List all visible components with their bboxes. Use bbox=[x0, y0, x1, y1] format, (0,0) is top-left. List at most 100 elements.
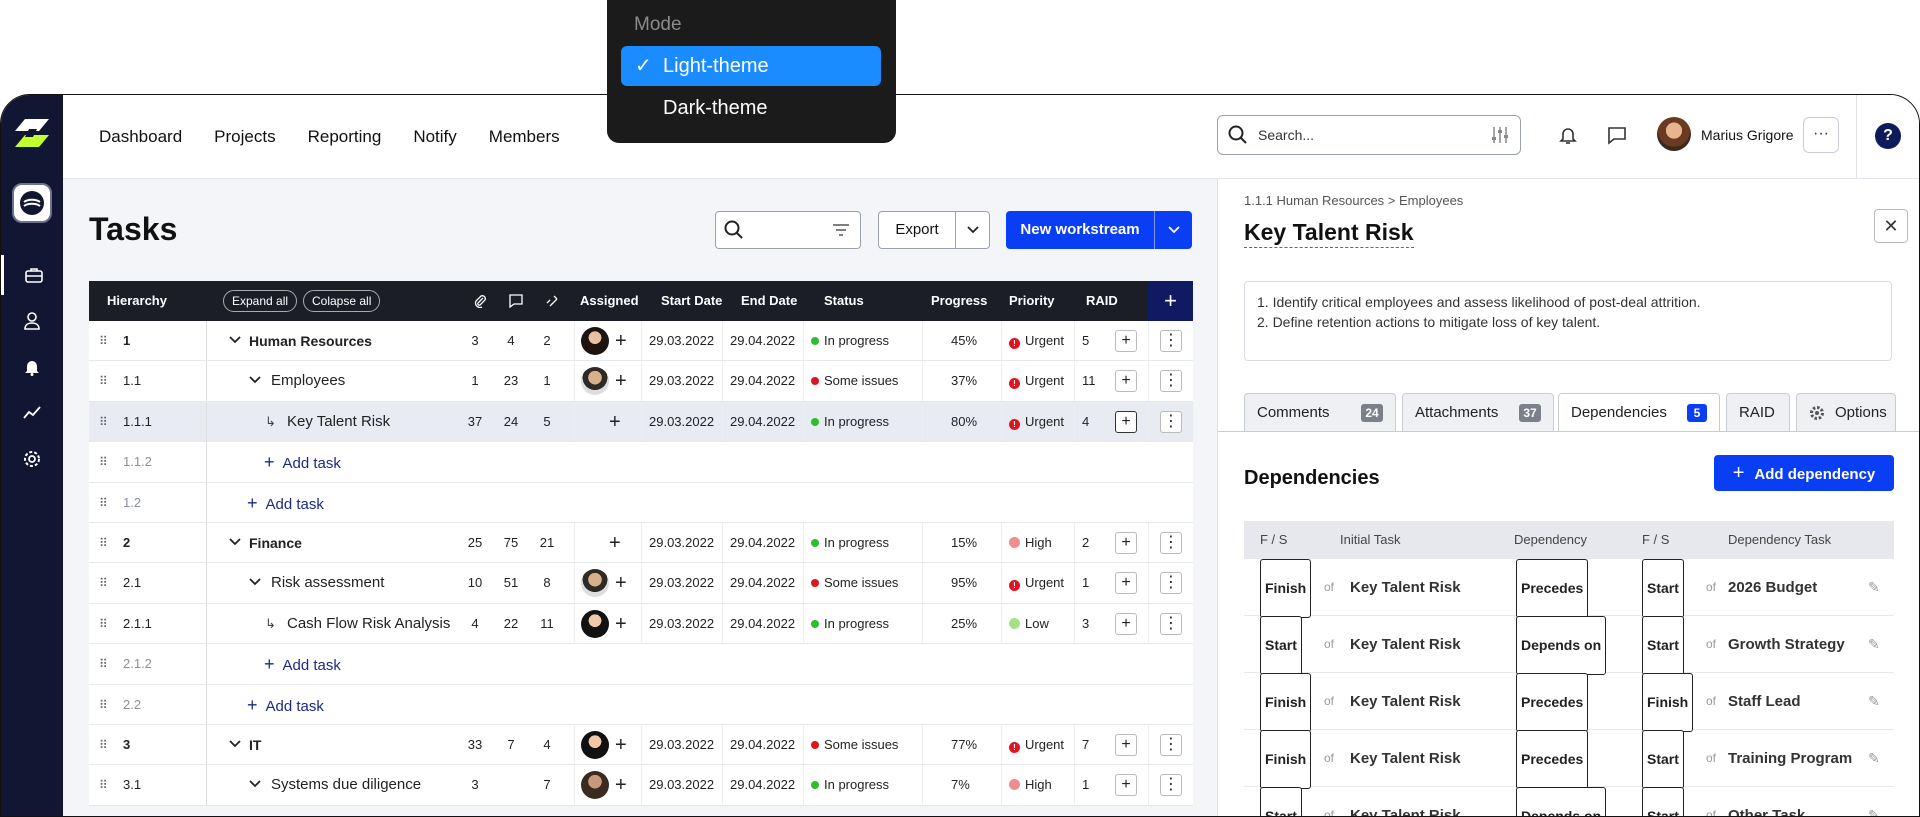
start-date[interactable]: 29.03.2022 bbox=[649, 413, 715, 429]
chevron-down-icon[interactable] bbox=[1154, 211, 1192, 249]
col-assigned[interactable]: Assigned bbox=[580, 293, 639, 308]
dependency-row[interactable]: Finish of Key Talent Risk Precedes Start of 20… bbox=[1244, 559, 1894, 618]
dependency-type-label[interactable]: Depends on bbox=[1516, 616, 1607, 675]
row-menu-button[interactable]: ⋮ bbox=[1160, 612, 1182, 635]
task-name[interactable]: Cash Flow Risk Analysis bbox=[287, 614, 451, 632]
chevron-down-icon[interactable] bbox=[249, 780, 261, 788]
help-icon[interactable]: ? bbox=[1875, 123, 1901, 149]
avatar[interactable] bbox=[1657, 117, 1691, 151]
col-progress[interactable]: Progress bbox=[931, 293, 988, 308]
drag-handle-icon[interactable]: ⠿ bbox=[99, 657, 108, 672]
status-badge[interactable]: In progress bbox=[811, 321, 889, 361]
dependency-row[interactable]: Start of Key Talent Risk Depends on Start of O… bbox=[1244, 787, 1894, 817]
drag-handle-icon[interactable]: ⠿ bbox=[99, 576, 108, 591]
chat-icon[interactable] bbox=[1607, 125, 1627, 150]
table-row[interactable]: ⠿ 1.2 + Add task bbox=[89, 482, 1193, 523]
end-date[interactable]: 29.04.2022 bbox=[730, 333, 796, 348]
fs-tag-label[interactable]: Start bbox=[1642, 787, 1684, 816]
end-date[interactable]: 29.04.2022 bbox=[730, 615, 796, 631]
col-raid[interactable]: RAID bbox=[1086, 293, 1118, 308]
priority-badge[interactable]: ! Urgent bbox=[1009, 321, 1064, 361]
fs-tag-label[interactable]: Start bbox=[1642, 559, 1684, 618]
table-row[interactable]: ⠿ 1.1.1 ↳ Key Talent Risk 37 24 5 +29.03.2022 29… bbox=[89, 401, 1193, 443]
priority-badge[interactable]: High bbox=[1009, 765, 1052, 805]
dependency-type-label[interactable]: Precedes bbox=[1516, 559, 1589, 618]
dependency-type-label[interactable]: Depends on bbox=[1516, 787, 1607, 816]
priority-badge[interactable]: Low bbox=[1009, 604, 1049, 644]
end-date[interactable]: 29.04.2022 bbox=[730, 736, 796, 752]
end-date[interactable]: 29.04.2022 bbox=[730, 413, 796, 429]
collapse-all-button[interactable]: Colapse all bbox=[303, 290, 381, 312]
global-search-input[interactable]: Search... bbox=[1217, 115, 1521, 155]
drag-handle-icon[interactable]: ⠿ bbox=[99, 374, 108, 389]
fs-tag-label[interactable]: Finish bbox=[1260, 730, 1312, 789]
dependency-task[interactable]: 2026 Budget bbox=[1728, 579, 1818, 596]
priority-badge[interactable]: ! Urgent bbox=[1009, 563, 1064, 603]
dependency-row[interactable]: Start of Key Talent Risk Depends on Start of G… bbox=[1244, 616, 1894, 675]
table-row[interactable]: ⠿ 3.1 Systems due diligence 3 7 +29.03.2022 29… bbox=[89, 765, 1193, 806]
add-subtask-button[interactable]: + bbox=[1115, 572, 1137, 595]
pencil-icon[interactable]: ✎ bbox=[1868, 750, 1880, 766]
drag-handle-icon[interactable]: ⠿ bbox=[99, 616, 108, 631]
assign-plus-icon[interactable]: + bbox=[609, 410, 621, 433]
export-button[interactable]: Export bbox=[878, 211, 990, 249]
fs-tag-label[interactable]: Start bbox=[1260, 787, 1302, 816]
priority-badge[interactable]: ! Urgent bbox=[1009, 361, 1064, 401]
task-name[interactable]: Human Resources bbox=[249, 333, 372, 349]
tab-attachments[interactable]: Attachments 37 bbox=[1402, 393, 1554, 431]
assign-plus-icon[interactable]: + bbox=[615, 370, 627, 393]
add-task-link[interactable]: + Add task bbox=[264, 644, 341, 686]
close-button[interactable]: ✕ bbox=[1874, 209, 1908, 243]
row-menu-button[interactable]: ⋮ bbox=[1160, 410, 1182, 433]
pencil-icon[interactable]: ✎ bbox=[1868, 807, 1880, 817]
assign-plus-icon[interactable]: + bbox=[609, 531, 621, 554]
rail-settings-icon[interactable] bbox=[1, 439, 63, 479]
tab-raid[interactable]: RAID bbox=[1726, 393, 1790, 431]
pencil-icon[interactable]: ✎ bbox=[1868, 579, 1880, 595]
col-start-date[interactable]: Start Date bbox=[661, 293, 723, 308]
drag-handle-icon[interactable]: ⠿ bbox=[99, 455, 108, 470]
dependency-task[interactable]: Training Program bbox=[1728, 750, 1853, 767]
dependency-row[interactable]: Finish of Key Talent Risk Precedes Finish of S… bbox=[1244, 673, 1894, 732]
table-row[interactable]: ⠿ 3 IT 33 7 4 +29.03.2022 29.04.2022 Some issues… bbox=[89, 724, 1193, 766]
drag-handle-icon[interactable]: ⠿ bbox=[99, 495, 108, 510]
tab-dependencies[interactable]: Dependencies 5 bbox=[1558, 393, 1720, 431]
start-date[interactable]: 29.03.2022 bbox=[649, 373, 715, 389]
filter-icon[interactable] bbox=[832, 223, 850, 237]
drag-handle-icon[interactable]: ⠿ bbox=[99, 334, 108, 348]
add-dependency-button[interactable]: + Add dependency bbox=[1714, 455, 1894, 491]
priority-badge[interactable]: High bbox=[1009, 523, 1052, 563]
chevron-down-icon[interactable] bbox=[229, 538, 241, 546]
fs-tag-label[interactable]: Start bbox=[1642, 616, 1684, 675]
avatar[interactable] bbox=[581, 569, 609, 598]
dependency-task[interactable]: Staff Lead bbox=[1728, 693, 1801, 710]
add-task-link[interactable]: + Add task bbox=[264, 442, 341, 484]
fs-tag-label[interactable]: Finish bbox=[1642, 673, 1694, 732]
status-badge[interactable]: In progress bbox=[811, 402, 889, 442]
nav-projects[interactable]: Projects bbox=[214, 127, 276, 146]
pencil-icon[interactable]: ✎ bbox=[1868, 636, 1880, 652]
table-row[interactable]: ⠿ 2.1.2 + Add task bbox=[89, 644, 1193, 686]
rail-user-icon[interactable] bbox=[1, 301, 63, 341]
rail-projects-icon[interactable] bbox=[1, 255, 63, 295]
avatar[interactable] bbox=[581, 609, 609, 638]
status-badge[interactable]: In progress bbox=[811, 604, 889, 644]
dependency-type-label[interactable]: Precedes bbox=[1516, 673, 1589, 732]
avatar[interactable] bbox=[581, 730, 609, 759]
table-row[interactable]: ⠿ 1 Human Resources 3 4 2 +29.03.2022 29.04.202… bbox=[89, 321, 1193, 362]
expand-all-button[interactable]: Expand all bbox=[223, 290, 298, 312]
task-name[interactable]: Key Talent Risk bbox=[287, 412, 391, 430]
add-subtask-button[interactable]: + bbox=[1115, 774, 1137, 797]
task-search-input[interactable] bbox=[715, 211, 861, 249]
row-menu-button[interactable]: ⋮ bbox=[1160, 572, 1182, 595]
dependency-row[interactable]: Finish of Key Talent Risk Precedes Start of Tr… bbox=[1244, 730, 1894, 789]
nav-dashboard[interactable]: Dashboard bbox=[99, 127, 183, 146]
end-date[interactable]: 29.04.2022 bbox=[730, 373, 796, 389]
fs-tag-label[interactable]: Finish bbox=[1260, 559, 1312, 618]
add-task-link[interactable]: + Add task bbox=[247, 685, 324, 727]
rail-bell-icon[interactable] bbox=[1, 347, 63, 387]
drag-handle-icon[interactable]: ⠿ bbox=[99, 778, 108, 793]
start-date[interactable]: 29.03.2022 bbox=[649, 333, 715, 348]
rail-chart-icon[interactable] bbox=[1, 393, 63, 433]
nav-notify[interactable]: Notify bbox=[413, 127, 457, 146]
